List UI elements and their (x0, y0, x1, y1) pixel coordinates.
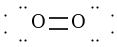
Text: O: O (71, 15, 86, 32)
Text: O: O (31, 15, 46, 32)
